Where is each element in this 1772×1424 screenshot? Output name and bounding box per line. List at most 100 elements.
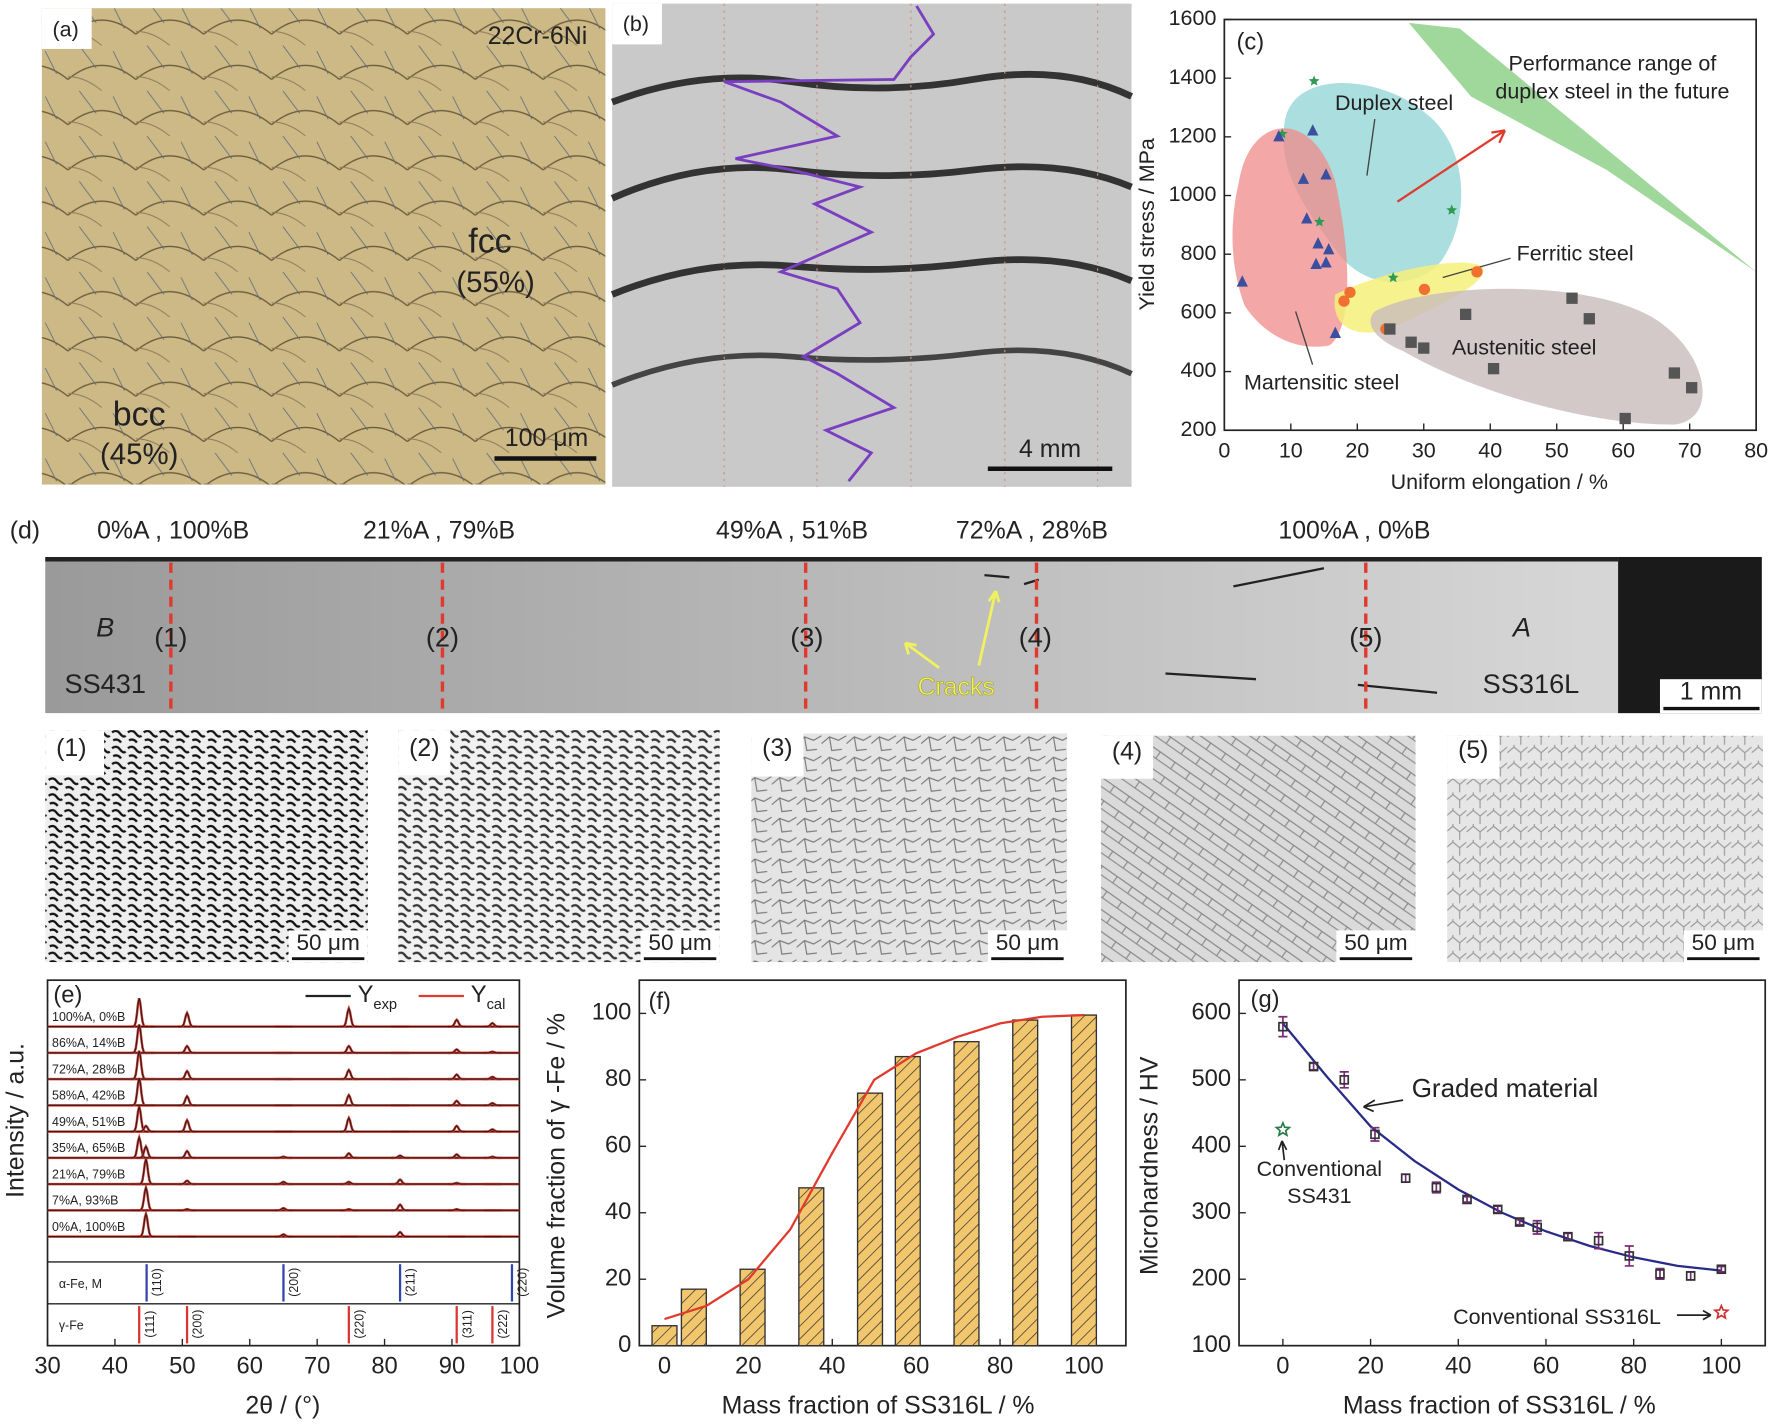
label-boxes [45,730,1763,963]
y-tick-label: 600 [1191,999,1231,1026]
y-tick-label: 1200 [1169,124,1217,148]
bar [856,1092,884,1347]
composition-label: 72%A , 28%B [956,517,1108,545]
composition-label: 0%A , 100%B [97,517,249,545]
x-tick-label: 10 [1279,438,1303,462]
panel-b: (b) 4 mm [610,3,1134,487]
cross-section [45,556,1762,714]
x-tick-label: 100 [500,1352,540,1379]
composition-label: 100%A , 0%B [1278,517,1430,545]
peak [339,1152,358,1159]
peak [339,1094,358,1106]
peak [136,1158,155,1186]
annotation: Graded material [1412,1073,1599,1103]
marker [1384,323,1396,335]
crack [984,567,1438,694]
peak [136,1159,155,1185]
peak [339,1067,358,1081]
peak [178,1095,197,1106]
arrow [1396,129,1506,203]
marker [1563,1231,1573,1242]
peak [447,1073,466,1080]
position-lines [169,562,1368,714]
x-tick-label: 20 [735,1352,761,1379]
peak [447,1048,466,1054]
phase-fraction: (55%) [456,266,534,299]
micrograph [612,3,1132,487]
material-name: SS316L [1483,668,1580,699]
alloy-label: 22Cr-6Ni [488,22,588,50]
label-box [612,3,662,45]
scale-label: 4 mm [1019,435,1081,463]
composition-label: 49%A , 51%B [716,517,868,545]
y-tick-label: 400 [1181,358,1217,382]
marker [1619,412,1631,425]
marker [1668,367,1681,379]
y-axis-label: Microhardness / HV [1135,1056,1163,1275]
x-tick-label: 70 [1678,438,1702,462]
bar [739,1268,766,1347]
reference-label: (220) [516,1268,530,1297]
panel-label: (a) [52,17,78,41]
marker [1387,272,1399,283]
region [1334,262,1484,333]
y-tick-label: 200 [1191,1264,1231,1291]
y-tick-label: 20 [605,1264,631,1291]
x-tick-label: 40 [819,1352,845,1379]
marker [1320,256,1332,268]
reference-label: (211) [404,1268,418,1296]
peak [178,1117,197,1133]
annotation: Performance range of [1509,51,1717,75]
y-tick-label: 100 [592,999,632,1026]
melt-boundary [610,163,1133,202]
phase-fraction: (45%) [100,438,178,471]
spectrum-label: 0%A, 100%B [52,1220,125,1234]
legend-label: Yexp [358,981,398,1013]
peak [274,1207,293,1211]
peak [339,1045,358,1054]
peak [391,1203,410,1211]
y-tick-label: 500 [1191,1065,1231,1092]
peak [447,1100,466,1106]
spectrum-label: 21%A, 79%B [52,1167,125,1181]
peak [136,1183,155,1212]
annotation: duplex steel in the future [1495,80,1729,104]
scale-label: 100 μm [505,424,588,452]
material-label: A [1511,612,1531,643]
marker [1312,237,1324,249]
peak [391,1231,410,1238]
scale-label: 1 mm [1680,677,1742,705]
x-tick-label: 100 [1702,1352,1742,1379]
position-label: (5) [1349,622,1382,653]
region-label: Ferritic steel [1517,242,1634,266]
x-tick-label: 90 [439,1352,465,1379]
peak [178,1208,197,1211]
reference-label: (311) [460,1310,474,1338]
peak [178,1119,197,1133]
panel-label: (b) [623,12,649,36]
material-name: SS431 [64,668,146,699]
marker [1462,1194,1472,1205]
peak [136,1185,155,1211]
marker [1685,1271,1696,1281]
material-label: B [96,612,114,643]
peak [130,998,149,1028]
fit-line [1282,1022,1722,1272]
marker [1583,313,1595,325]
peak [391,1178,410,1185]
marker [1532,1222,1543,1233]
micrograph [751,733,1068,963]
x-axis-label: Uniform elongation / % [1391,470,1608,494]
marker [1307,124,1319,136]
marker [1405,336,1417,348]
legend-name: Y [471,981,487,1008]
x-tick-label: 50 [169,1352,195,1379]
position-label: (3) [790,622,823,653]
reference-label: (220) [352,1310,366,1339]
guide-lines [723,3,1099,487]
y-tick-label: 600 [1181,300,1217,324]
y-tick-label: 40 [605,1198,631,1225]
marker [1273,130,1285,142]
peak [447,1018,466,1028]
peak [447,1182,466,1185]
